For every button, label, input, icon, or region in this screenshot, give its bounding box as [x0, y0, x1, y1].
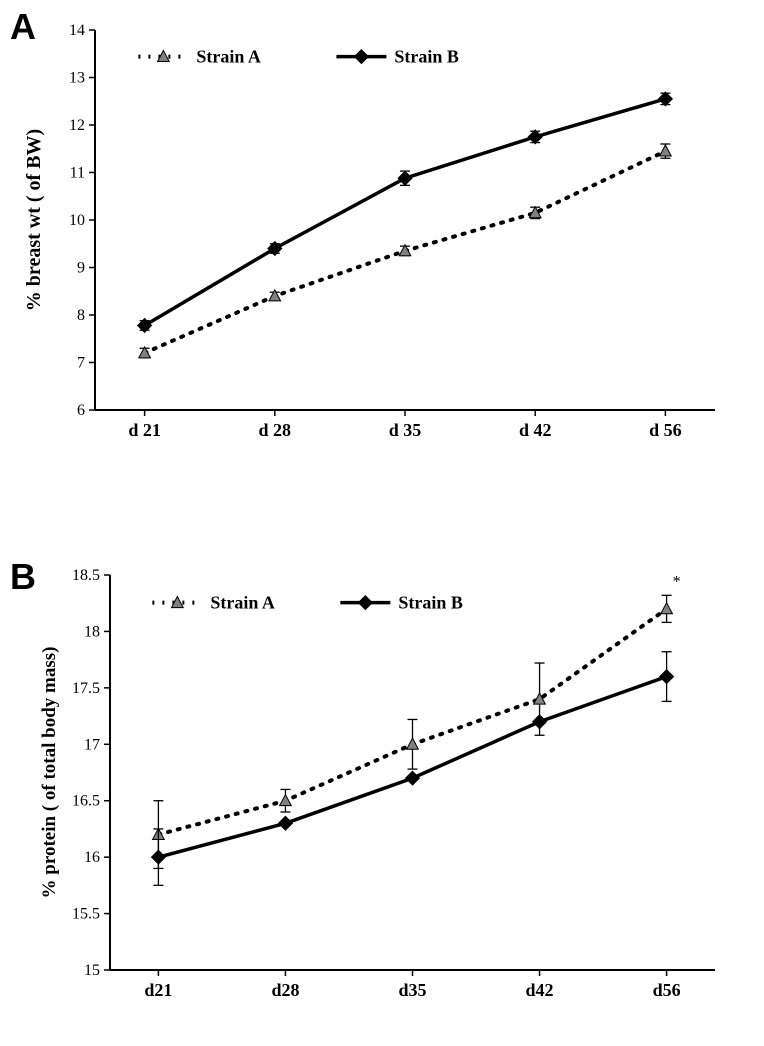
legend-label: Strain B [398, 593, 463, 613]
svg-text:16.5: 16.5 [72, 793, 100, 810]
svg-text:16: 16 [84, 849, 100, 866]
svg-text:7: 7 [77, 355, 85, 372]
panel-b-label: B [10, 556, 36, 598]
panel-a-chart: 6 7 8 9 10 11 12 13 14 d 21 d 28 d 35 d 42 d 56 % brea… [20, 20, 735, 460]
svg-text:d 21: d 21 [128, 420, 161, 440]
svg-text:17.5: 17.5 [72, 680, 100, 697]
data-marker [279, 816, 293, 830]
svg-text:15: 15 [84, 962, 100, 979]
svg-text:d21: d21 [144, 980, 172, 1000]
svg-text:d 42: d 42 [519, 420, 552, 440]
svg-text:6: 6 [77, 402, 85, 419]
svg-text:12: 12 [69, 117, 85, 134]
svg-text:d 56: d 56 [649, 420, 682, 440]
legend-label: Strain A [196, 47, 261, 67]
data-marker [658, 92, 672, 106]
data-marker [151, 850, 165, 864]
svg-text:d 35: d 35 [389, 420, 422, 440]
series-line [145, 99, 666, 326]
data-marker [661, 603, 673, 614]
svg-text:d35: d35 [398, 980, 426, 1000]
svg-text:15.5: 15.5 [72, 906, 100, 923]
svg-text:8: 8 [77, 307, 85, 324]
data-marker [660, 670, 674, 684]
svg-text:d28: d28 [271, 980, 299, 1000]
data-marker [533, 715, 547, 729]
data-marker [660, 145, 672, 156]
svg-text:18.5: 18.5 [72, 567, 100, 584]
svg-text:13: 13 [69, 70, 85, 87]
panel-b-chart: 15 15.5 16 16.5 17 17.5 18 18.5 d21 d28 d35 d42 d56%… [35, 565, 735, 1020]
annotation: * [673, 573, 681, 590]
y-axis-label: % protein ( of total body mass) [39, 647, 60, 899]
svg-text:d42: d42 [526, 980, 554, 1000]
svg-text:17: 17 [84, 736, 100, 753]
y-axis-label: % breast wt ( of BW) [23, 129, 45, 311]
svg-text:14: 14 [69, 22, 85, 39]
data-marker [528, 130, 542, 144]
svg-text:9: 9 [77, 260, 85, 277]
svg-text:11: 11 [70, 165, 85, 182]
legend-label: Strain B [394, 47, 459, 67]
figure: A 67891011121314d 21d 28d 35d 42d 56% br… [0, 0, 764, 1046]
data-marker [398, 171, 412, 185]
data-marker [269, 290, 281, 301]
svg-text:d 28: d 28 [259, 420, 292, 440]
legend-label: Strain A [210, 593, 275, 613]
data-marker [406, 771, 420, 785]
svg-text:d56: d56 [653, 980, 681, 1000]
svg-text:10: 10 [69, 212, 85, 229]
svg-text:18: 18 [84, 623, 100, 640]
data-marker [407, 738, 419, 749]
data-marker [280, 795, 292, 806]
